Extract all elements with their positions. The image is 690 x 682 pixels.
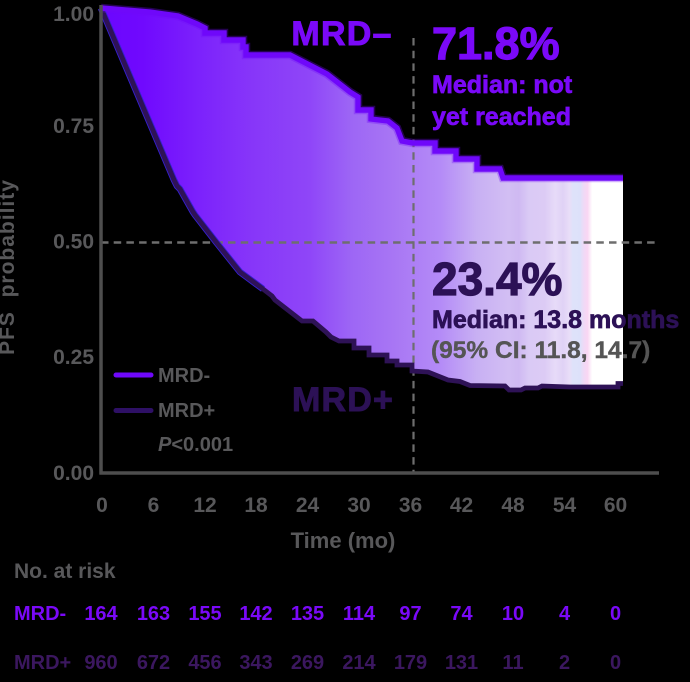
svg-text:PFS probability: PFS probability bbox=[0, 179, 19, 355]
svg-text:P<0.001: P<0.001 bbox=[158, 434, 233, 456]
svg-text:yet reached: yet reached bbox=[432, 103, 571, 131]
svg-text:0.50: 0.50 bbox=[53, 231, 94, 254]
svg-text:54: 54 bbox=[553, 494, 577, 517]
svg-text:60: 60 bbox=[604, 494, 627, 517]
svg-text:0.25: 0.25 bbox=[53, 346, 94, 369]
svg-text:4: 4 bbox=[559, 603, 571, 625]
svg-text:456: 456 bbox=[188, 652, 221, 674]
svg-text:214: 214 bbox=[342, 652, 376, 674]
svg-text:97: 97 bbox=[399, 603, 421, 625]
svg-text:MRD+: MRD+ bbox=[292, 381, 394, 419]
svg-text:48: 48 bbox=[501, 494, 525, 517]
svg-text:12: 12 bbox=[193, 494, 216, 517]
svg-text:0: 0 bbox=[610, 652, 621, 674]
svg-text:36: 36 bbox=[399, 494, 422, 517]
svg-text:135: 135 bbox=[291, 603, 324, 625]
svg-text:24: 24 bbox=[296, 494, 320, 517]
svg-text:MRD+: MRD+ bbox=[14, 652, 71, 674]
svg-text:30: 30 bbox=[347, 494, 370, 517]
svg-text:0: 0 bbox=[96, 494, 108, 517]
svg-text:No. at risk: No. at risk bbox=[14, 560, 116, 583]
svg-text:0.75: 0.75 bbox=[53, 115, 94, 138]
svg-text:MRD–: MRD– bbox=[291, 15, 392, 53]
svg-text:269: 269 bbox=[291, 652, 324, 674]
svg-text:163: 163 bbox=[137, 603, 170, 625]
svg-text:114: 114 bbox=[343, 603, 376, 625]
svg-text:MRD-: MRD- bbox=[158, 365, 210, 387]
svg-text:11: 11 bbox=[502, 652, 523, 674]
svg-text:(95% CI: 11.8, 14.7): (95% CI: 11.8, 14.7) bbox=[431, 337, 650, 364]
svg-text:18: 18 bbox=[244, 494, 268, 517]
svg-text:MRD+: MRD+ bbox=[158, 400, 215, 422]
svg-text:74: 74 bbox=[450, 603, 473, 625]
svg-text:42: 42 bbox=[450, 494, 473, 517]
svg-text:960: 960 bbox=[84, 652, 117, 674]
svg-text:Median: 13.8 months: Median: 13.8 months bbox=[432, 306, 679, 334]
svg-text:MRD-: MRD- bbox=[14, 603, 66, 625]
svg-text:23.4%: 23.4% bbox=[432, 253, 562, 305]
svg-text:1.00: 1.00 bbox=[53, 3, 94, 26]
svg-text:6: 6 bbox=[148, 494, 160, 517]
svg-text:672: 672 bbox=[137, 652, 170, 674]
svg-text:71.8%: 71.8% bbox=[432, 18, 560, 69]
svg-text:2: 2 bbox=[559, 652, 570, 674]
svg-text:0: 0 bbox=[610, 603, 621, 625]
svg-text:Median: not: Median: not bbox=[432, 71, 573, 99]
svg-text:10: 10 bbox=[502, 603, 524, 625]
svg-text:131: 131 bbox=[445, 652, 478, 674]
svg-text:343: 343 bbox=[239, 652, 272, 674]
svg-text:164: 164 bbox=[84, 603, 118, 625]
svg-text:142: 142 bbox=[239, 603, 272, 625]
svg-text:155: 155 bbox=[188, 603, 221, 625]
svg-text:179: 179 bbox=[394, 652, 427, 674]
svg-text:0.00: 0.00 bbox=[53, 462, 94, 485]
svg-text:Time (mo): Time (mo) bbox=[291, 528, 396, 553]
